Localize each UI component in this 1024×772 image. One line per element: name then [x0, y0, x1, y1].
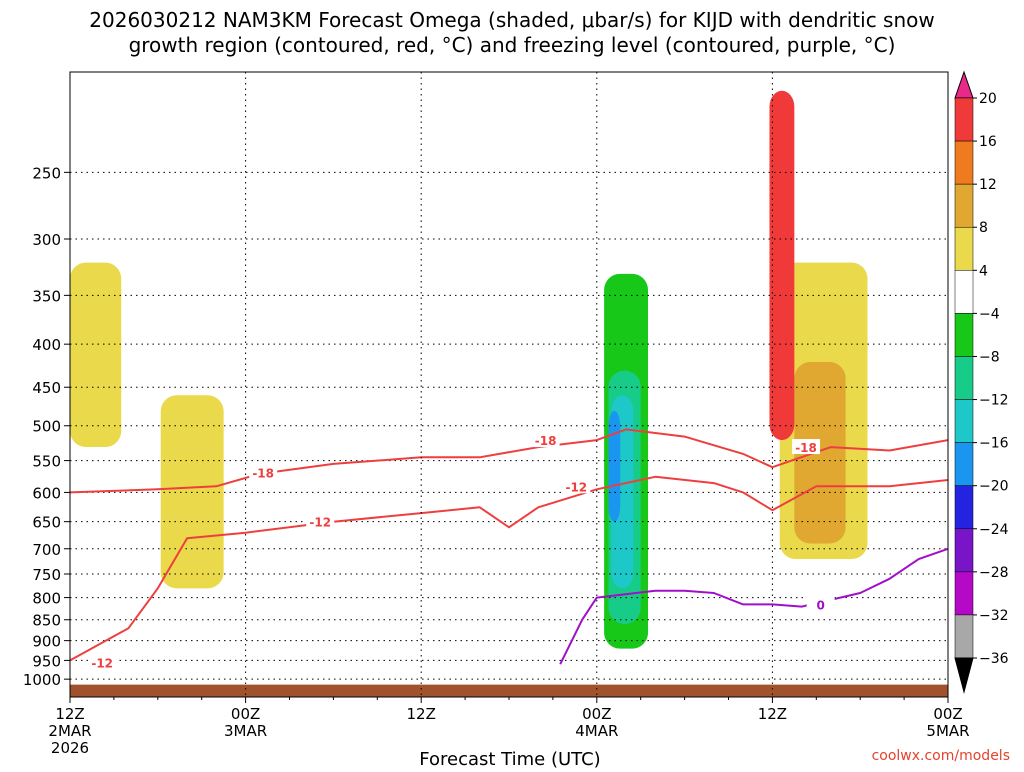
x-tick-label-5-0: 00Z [933, 705, 962, 723]
x-tick-label-0-0: 12Z [55, 705, 84, 723]
contour-label-bg-5 [88, 654, 117, 670]
colorbar-swatch-1 [954, 140, 974, 185]
colorbar-swatch-2 [954, 183, 974, 228]
contour-label-4: -12 [309, 516, 331, 530]
colorbar-label-10: −24 [979, 522, 1009, 538]
omega-region-9 [608, 410, 621, 522]
contour-label-bg-1 [249, 464, 278, 480]
y-tick-label-350: 350 [32, 287, 61, 305]
contour-label-1: -18 [252, 466, 274, 480]
colorbar-label-0: 20 [979, 91, 997, 107]
x-tick-label-5-1: 5MAR [926, 722, 969, 740]
contour-label-bg-3 [562, 478, 591, 494]
x-tick-label-0-1: 2MAR [48, 722, 91, 740]
y-tick-label-450: 450 [32, 379, 61, 397]
x-tick-label-2-0: 12Z [407, 705, 436, 723]
y-tick-label-400: 400 [32, 336, 61, 354]
colorbar-label-9: −20 [979, 479, 1009, 495]
y-tick-label-850: 850 [32, 612, 61, 630]
colorbar-top-arrow [954, 70, 974, 99]
y-tick-label-700: 700 [32, 541, 61, 559]
contour-line-2 [559, 547, 948, 665]
contour-label-0: -18 [535, 434, 557, 448]
y-tick-label-300: 300 [32, 231, 61, 249]
contour-label-bg-2 [792, 439, 821, 455]
colorbar-swatch-8 [954, 442, 974, 486]
colorbar-swatch-3 [954, 226, 974, 271]
colorbar-label-2: 12 [979, 177, 997, 193]
contour-line-0 [70, 428, 948, 494]
contour-line-1 [70, 475, 948, 662]
chart-title-line2: growth region (contoured, red, °C) and f… [129, 33, 896, 57]
contour-label-bg-4 [306, 513, 335, 529]
y-tick-label-900: 900 [32, 633, 61, 651]
x-tick-label-3-1: 4MAR [575, 722, 618, 740]
colorbar-label-11: −28 [979, 565, 1009, 581]
y-tick-label-800: 800 [32, 590, 61, 608]
colorbar-swatch-9 [954, 485, 974, 530]
colorbar-label-7: −12 [979, 393, 1009, 409]
colorbar-label-5: −4 [979, 306, 1000, 322]
contour-label-6: 0 [817, 598, 825, 612]
plot-frame [69, 71, 949, 698]
contour-label-5: -12 [91, 656, 113, 670]
colorbar-label-13: −36 [979, 651, 1009, 667]
colorbar-label-4: 4 [979, 263, 988, 279]
colorbar-swatch-5 [954, 313, 974, 357]
colorbar-swatch-7 [954, 399, 974, 443]
ground-surface [70, 684, 948, 697]
credit-text: coolwx.com/models [872, 748, 1010, 764]
colorbar-swatch-10 [954, 528, 974, 573]
y-axis: 250 300 350 400 450 500 550 600 650 700 750 800 850 9… [23, 164, 70, 689]
colorbar-swatch-4 [954, 270, 974, 314]
plot-area: -18 -18 -18 -12 -12 -12 0 [70, 90, 948, 697]
omega-region-0 [70, 262, 122, 448]
colorbar-swatch-12 [954, 614, 974, 659]
colorbar: 20 16 12 8 4 −4 −8 −12 −16 −20 −24 −28 −32 −36 [954, 70, 1009, 694]
contour-label-3: -12 [565, 480, 587, 494]
omega-region-5 [487, 172, 714, 672]
colorbar-swatch-6 [954, 356, 974, 400]
colorbar-label-1: 16 [979, 134, 997, 150]
omega-region-1 [160, 395, 224, 589]
contour-label-bg-6 [806, 596, 835, 612]
y-tick-label-500: 500 [32, 418, 61, 436]
omega-region-4 [769, 90, 795, 441]
y-tick-label-650: 650 [32, 514, 61, 532]
colorbar-swatch-0 [954, 97, 974, 142]
y-tick-label-250: 250 [32, 164, 61, 182]
y-tick-label-550: 550 [32, 453, 61, 471]
y-tick-label-1000: 1000 [23, 671, 61, 689]
contour-label-bg-0 [531, 432, 560, 448]
colorbar-bottom-arrow [954, 657, 974, 694]
colorbar-label-12: −32 [979, 608, 1009, 624]
colorbar-label-8: −16 [979, 436, 1009, 452]
y-tick-label-950: 950 [32, 652, 61, 670]
x-tick-label-3-0: 00Z [582, 705, 611, 723]
x-tick-label-4-0: 12Z [758, 705, 787, 723]
colorbar-label-3: 8 [979, 220, 988, 236]
x-tick-label-1-0: 00Z [231, 705, 260, 723]
chart-title-line1: 2026030212 NAM3KM Forecast Omega (shaded… [89, 8, 934, 32]
x-tick-label-1-1: 3MAR [224, 722, 267, 740]
y-tick-label-600: 600 [32, 484, 61, 502]
x-axis-label: Forecast Time (UTC) [419, 749, 600, 768]
x-tick-label-0-2: 2026 [51, 739, 89, 757]
colorbar-swatch-11 [954, 571, 974, 616]
colorbar-label-6: −8 [979, 349, 1000, 365]
contour-label-2: -18 [795, 441, 817, 455]
y-tick-label-750: 750 [32, 566, 61, 584]
